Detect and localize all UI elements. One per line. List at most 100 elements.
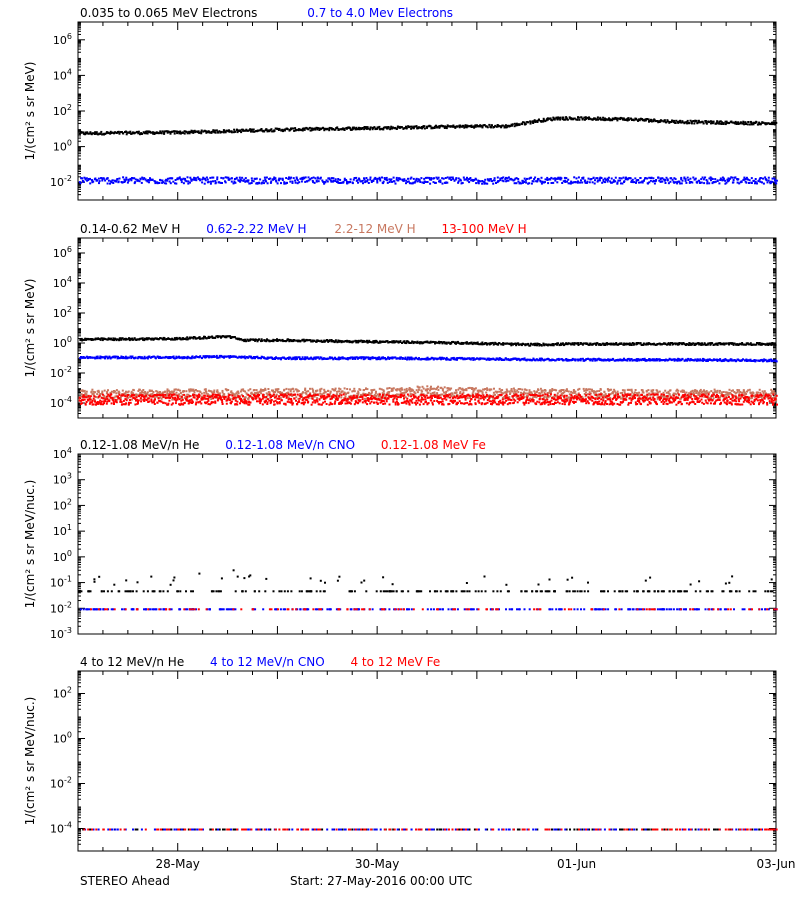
- y-axis-label: 1/(cm² s sr MeV): [23, 62, 37, 161]
- data-point: [388, 356, 391, 359]
- data-point: [103, 356, 106, 359]
- data-point: [306, 357, 309, 360]
- data-point: [619, 359, 622, 362]
- data-point: [429, 392, 432, 395]
- data-point: [758, 360, 761, 362]
- data-point: [531, 359, 534, 362]
- data-point: [143, 177, 146, 180]
- data-point: [466, 397, 469, 400]
- data-point: [89, 182, 92, 185]
- data-point: [443, 357, 446, 360]
- data-point: [594, 117, 597, 120]
- data-point: [653, 343, 656, 346]
- data-point: [625, 119, 628, 121]
- data-point: [207, 180, 210, 183]
- data-point: [738, 359, 741, 362]
- data-point: [626, 358, 629, 361]
- data-point: [254, 357, 256, 360]
- data-point: [240, 338, 243, 341]
- data-point: [469, 358, 472, 361]
- data-point: [301, 129, 304, 132]
- data-point: [218, 130, 221, 133]
- data-point: [426, 126, 428, 129]
- data-point: [741, 122, 744, 125]
- data-point: [114, 131, 117, 134]
- data-point: [452, 177, 455, 180]
- data-point: [697, 342, 700, 345]
- data-point: [429, 125, 432, 128]
- data-point: [422, 358, 425, 361]
- data-point: [184, 179, 187, 182]
- data-point: [381, 392, 384, 395]
- data-point: [494, 358, 497, 361]
- data-point: [184, 395, 187, 398]
- data-point: [658, 179, 661, 182]
- data-point: [614, 176, 617, 179]
- data-point: [121, 181, 124, 184]
- data-point: [194, 394, 197, 397]
- data-point: [492, 182, 495, 185]
- data-point: [395, 176, 398, 179]
- data-point: [631, 178, 634, 181]
- data-point: [85, 132, 88, 135]
- data-point: [169, 357, 172, 359]
- data-point: [434, 342, 436, 345]
- data-point: [206, 355, 209, 358]
- data-point: [532, 180, 535, 183]
- data-point: [479, 125, 482, 128]
- data-point: [307, 179, 310, 182]
- data-point: [768, 360, 771, 363]
- data-point: [165, 356, 168, 359]
- data-point: [666, 343, 668, 346]
- data-point: [439, 356, 441, 359]
- data-point: [418, 357, 420, 360]
- data-point: [513, 390, 516, 393]
- data-point: [369, 358, 372, 361]
- data-point: [739, 342, 742, 345]
- data-point: [666, 120, 669, 123]
- data-point: [287, 358, 290, 360]
- data-point: [194, 131, 197, 134]
- data-point: [512, 343, 514, 346]
- data-point: [592, 357, 595, 360]
- data-point: [771, 121, 773, 124]
- data-point: [647, 118, 650, 121]
- data-point: [173, 132, 176, 135]
- data-point: [547, 178, 550, 181]
- data-point: [227, 392, 230, 395]
- data-point: [321, 127, 324, 130]
- data-point: [191, 355, 194, 358]
- data-point: [313, 339, 316, 342]
- data-point: [767, 343, 770, 346]
- data-point: [540, 344, 543, 347]
- data-point: [449, 176, 452, 179]
- data-point: [649, 179, 652, 182]
- data-point: [81, 179, 84, 182]
- data-point: [353, 356, 356, 359]
- data-point: [750, 121, 753, 124]
- data-point: [186, 355, 189, 358]
- data-point: [535, 180, 538, 183]
- data-point: [242, 389, 245, 392]
- data-point: [100, 337, 103, 340]
- data-point: [111, 338, 114, 341]
- data-point: [767, 176, 770, 179]
- data-point: [766, 181, 769, 184]
- data-point: [716, 360, 719, 362]
- data-point: [502, 343, 505, 346]
- data-point: [244, 177, 247, 180]
- data-point: [315, 340, 318, 343]
- data-point: [503, 358, 506, 361]
- data-point: [629, 117, 632, 120]
- data-point: [203, 177, 206, 180]
- data-point: [678, 343, 681, 346]
- data-point: [730, 176, 733, 179]
- data-point: [741, 342, 744, 344]
- data-point: [547, 182, 550, 185]
- data-point: [351, 356, 354, 359]
- data-point: [774, 121, 777, 124]
- data-point: [734, 176, 737, 179]
- data-point: [110, 356, 113, 359]
- data-point: [291, 387, 294, 390]
- data-point: [163, 391, 166, 393]
